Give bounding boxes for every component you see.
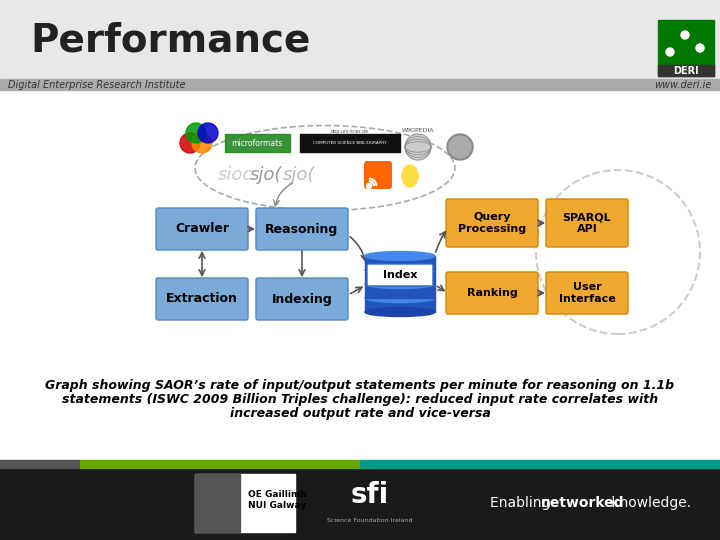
Text: Extraction: Extraction — [166, 293, 238, 306]
Text: Index: Index — [383, 270, 417, 280]
FancyBboxPatch shape — [446, 199, 538, 247]
Bar — [0, 90, 720, 460]
FancyBboxPatch shape — [446, 272, 538, 314]
Text: sjo(: sjo( — [283, 166, 315, 184]
Text: Performance: Performance — [30, 21, 310, 59]
Bar — [658, 65, 714, 76]
Circle shape — [447, 134, 473, 160]
Circle shape — [681, 31, 689, 39]
Text: DERI: DERI — [673, 66, 699, 76]
FancyBboxPatch shape — [546, 272, 628, 314]
Text: Science Foundation Ireland: Science Foundation Ireland — [328, 517, 413, 523]
Bar — [300, 134, 400, 152]
Circle shape — [198, 123, 218, 143]
FancyBboxPatch shape — [156, 278, 248, 320]
Text: networked: networked — [541, 496, 624, 510]
Text: COMPUTER SCIENCE BIBLIOGRAPHY: COMPUTER SCIENCE BIBLIOGRAPHY — [313, 141, 387, 145]
Bar — [0, 466, 720, 540]
Bar — [225, 134, 290, 152]
Ellipse shape — [365, 294, 435, 302]
Bar — [658, 20, 714, 76]
Circle shape — [696, 44, 704, 52]
Bar — [80, 460, 360, 468]
Circle shape — [405, 134, 431, 160]
FancyBboxPatch shape — [364, 161, 392, 189]
Text: Graph showing SAOR’s rate of input/output statements per minute for reasoning on: Graph showing SAOR’s rate of input/outpu… — [45, 379, 675, 392]
Text: Reasoning: Reasoning — [266, 222, 338, 235]
Text: Enabling: Enabling — [490, 496, 554, 510]
FancyBboxPatch shape — [367, 264, 433, 286]
Text: Ranking: Ranking — [467, 288, 518, 298]
Text: www.deri.ie: www.deri.ie — [654, 80, 712, 90]
Bar — [0, 460, 80, 468]
Bar — [365, 298, 435, 312]
Text: sfi: sfi — [351, 481, 389, 509]
Bar — [195, 474, 240, 532]
Circle shape — [180, 133, 200, 153]
Bar — [195, 474, 295, 532]
Text: Indexing: Indexing — [271, 293, 333, 306]
Text: Query
Processing: Query Processing — [458, 212, 526, 234]
Text: Crawler: Crawler — [175, 222, 229, 235]
Text: sioc: sioc — [218, 166, 253, 184]
Ellipse shape — [365, 266, 435, 274]
FancyBboxPatch shape — [156, 208, 248, 250]
Text: WIKIPEDIA: WIKIPEDIA — [402, 129, 434, 133]
Text: User
Interface: User Interface — [559, 282, 616, 304]
Text: microformats: microformats — [231, 138, 283, 147]
Text: OE Gaillimh
NUI Galway: OE Gaillimh NUI Galway — [248, 490, 307, 510]
Circle shape — [366, 184, 372, 188]
Bar — [360, 460, 720, 468]
Text: sjo(: sjo( — [250, 166, 282, 184]
FancyBboxPatch shape — [256, 208, 348, 250]
Text: statements (ISWC 2009 Billion Triples challenge): reduced input rate correlates : statements (ISWC 2009 Billion Triples ch… — [62, 393, 658, 406]
FancyBboxPatch shape — [546, 199, 628, 247]
Circle shape — [186, 123, 206, 143]
Bar — [365, 270, 435, 284]
Ellipse shape — [402, 165, 418, 187]
Ellipse shape — [365, 252, 435, 260]
Circle shape — [666, 48, 674, 56]
Ellipse shape — [365, 280, 435, 288]
Text: dbp.uni-trier.de: dbp.uni-trier.de — [331, 129, 369, 133]
Bar — [365, 256, 435, 270]
FancyBboxPatch shape — [256, 278, 348, 320]
Bar — [0, 79, 720, 90]
Text: Digital Enterprise Research Institute: Digital Enterprise Research Institute — [8, 80, 186, 90]
Text: knowledge.: knowledge. — [607, 496, 691, 510]
Bar — [365, 284, 435, 298]
Text: increased output rate and vice-versa: increased output rate and vice-versa — [230, 407, 490, 420]
Circle shape — [449, 136, 471, 158]
Circle shape — [192, 133, 212, 153]
Text: SPARQL
API: SPARQL API — [563, 212, 611, 234]
Bar — [0, 0, 720, 80]
Ellipse shape — [365, 307, 435, 316]
